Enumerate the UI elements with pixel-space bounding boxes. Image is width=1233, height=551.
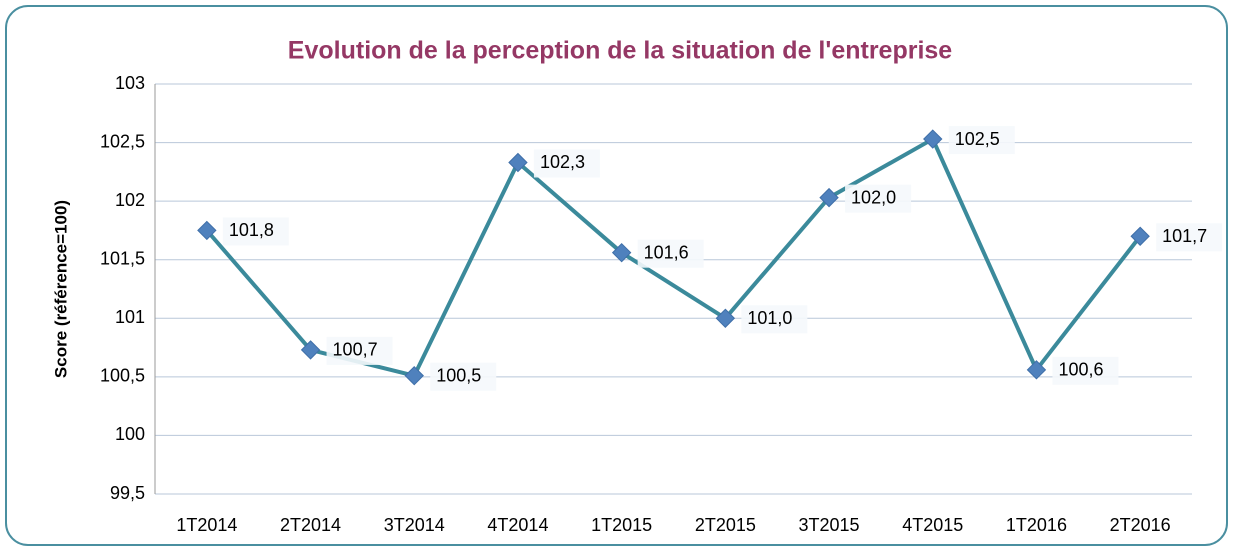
- data-label: 101,6: [644, 242, 689, 262]
- data-label-bg: [948, 126, 1015, 155]
- point-marker: [300, 340, 321, 360]
- data-label-bg: [741, 305, 808, 334]
- y-tick-label: 100,5: [100, 366, 145, 386]
- data-label-bg: [430, 362, 497, 391]
- point-marker: [197, 220, 217, 241]
- data-label-bg: [845, 184, 912, 213]
- point-marker: [508, 152, 528, 173]
- point-marker: [1026, 360, 1047, 380]
- point-marker: [923, 129, 943, 149]
- point-marker: [819, 187, 839, 208]
- y-tick-label: 100: [115, 424, 145, 444]
- point-marker: [1130, 226, 1150, 246]
- x-tick-label: 4T2015: [902, 515, 963, 535]
- data-label-bg: [533, 149, 600, 178]
- x-tick-label: 2T2016: [1110, 515, 1171, 535]
- data-label: 101,7: [1162, 226, 1207, 246]
- x-tick-label: 4T2014: [487, 515, 548, 535]
- data-label-bg: [1156, 223, 1223, 252]
- data-label-bg: [1052, 356, 1119, 385]
- y-tick-label: 101: [115, 307, 145, 327]
- data-label: 100,5: [436, 365, 481, 385]
- data-label: 102,3: [540, 152, 585, 172]
- point-marker: [611, 242, 632, 263]
- y-tick-label: 99,5: [110, 483, 145, 503]
- data-label: 102,0: [851, 187, 896, 207]
- y-tick-label: 103: [115, 73, 145, 93]
- data-label-bg: [222, 217, 289, 246]
- x-tick-label: 1T2015: [591, 515, 652, 535]
- data-label: 100,7: [333, 340, 378, 360]
- data-label: 100,6: [1058, 360, 1103, 380]
- point-marker: [715, 308, 736, 328]
- chart-frame: [5, 5, 1228, 546]
- y-tick-label: 102,5: [100, 131, 145, 151]
- x-tick-label: 1T2014: [176, 515, 237, 535]
- data-label: 101,0: [747, 308, 792, 328]
- x-tick-label: 3T2015: [799, 515, 860, 535]
- x-tick-label: 1T2016: [1006, 515, 1067, 535]
- y-tick-label: 101,5: [100, 248, 145, 268]
- x-tick-label: 3T2014: [384, 515, 445, 535]
- y-axis-label: Score (référence=100): [51, 200, 70, 378]
- data-label: 101,8: [229, 220, 274, 240]
- y-tick-label: 102: [115, 190, 145, 210]
- chart-title: Evolution de la perception de la situati…: [288, 37, 953, 65]
- data-label-bg: [637, 239, 704, 268]
- x-tick-label: 2T2015: [695, 515, 756, 535]
- x-tick-label: 2T2014: [280, 515, 341, 535]
- data-label-bg: [326, 336, 393, 365]
- point-marker: [404, 365, 424, 386]
- data-label: 102,5: [955, 129, 1000, 149]
